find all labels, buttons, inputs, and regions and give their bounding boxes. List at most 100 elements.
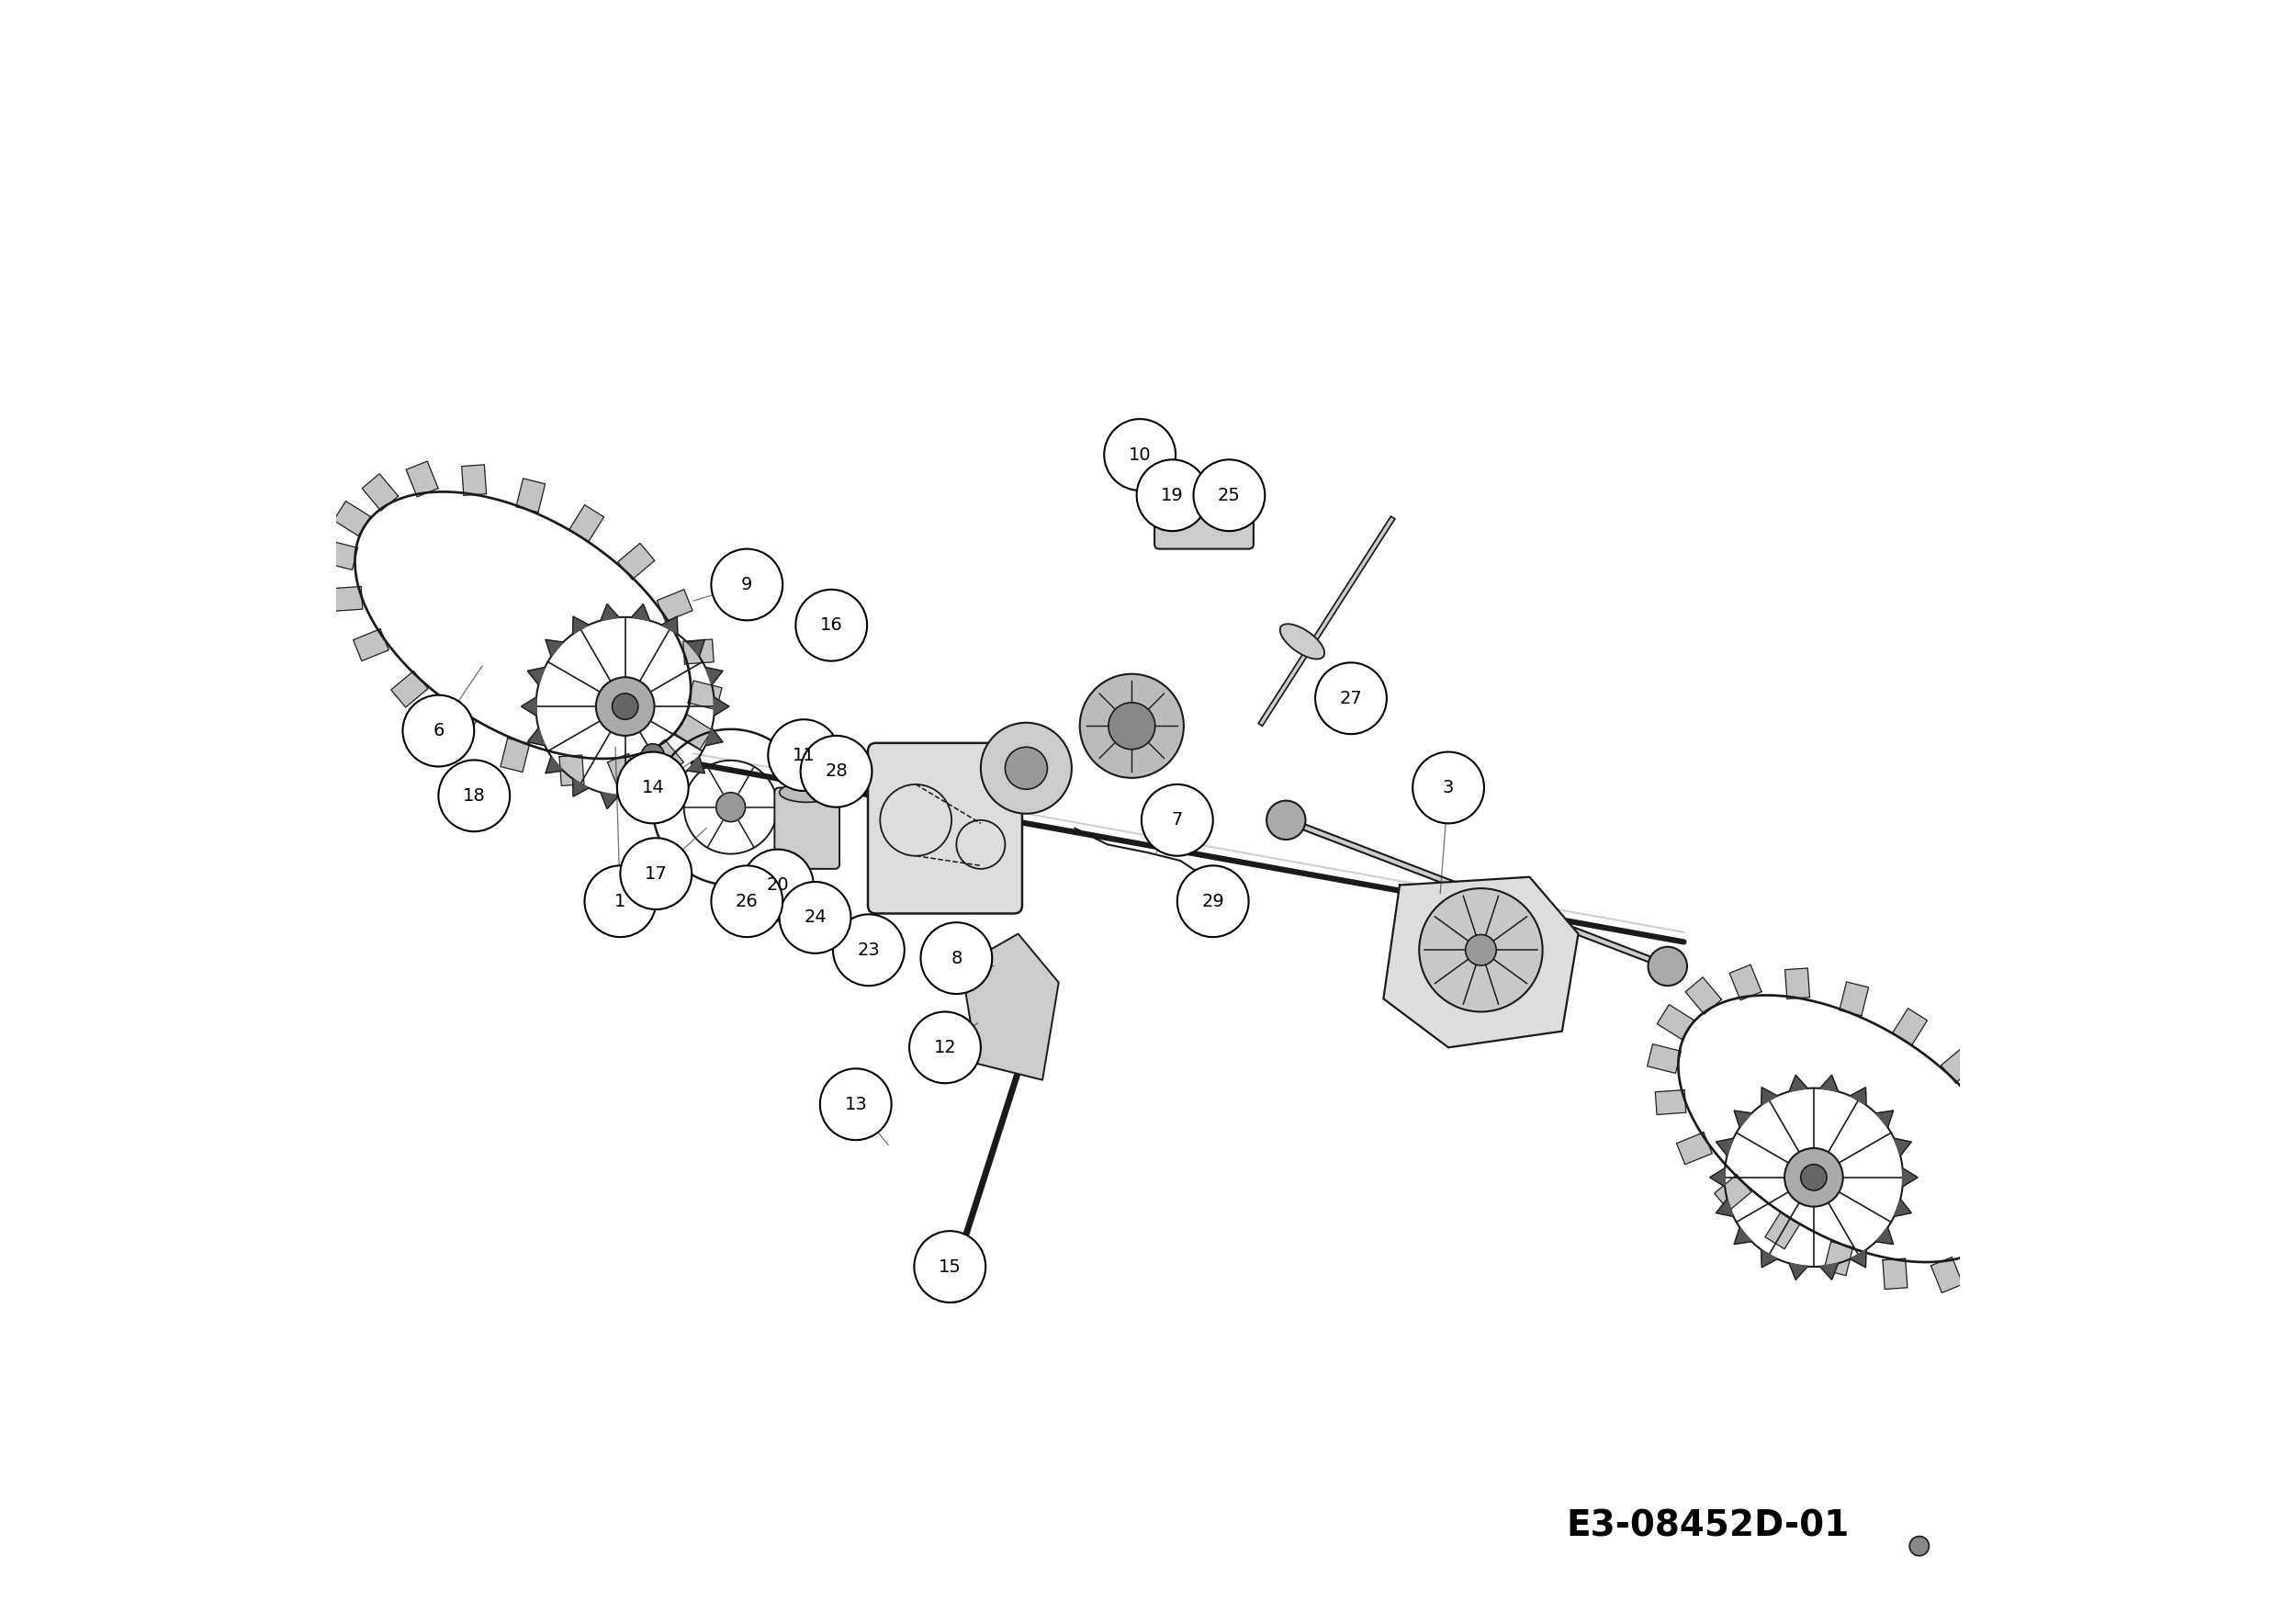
Polygon shape (602, 604, 620, 620)
Polygon shape (1931, 1257, 1963, 1293)
Text: E3-08452D-01: E3-08452D-01 (1566, 1509, 1851, 1544)
Polygon shape (1876, 1111, 1894, 1127)
Circle shape (585, 866, 657, 937)
Polygon shape (1676, 1132, 1713, 1164)
Circle shape (597, 677, 654, 736)
Polygon shape (1761, 1088, 1777, 1106)
Circle shape (618, 752, 689, 823)
Polygon shape (962, 934, 1058, 1080)
Circle shape (980, 723, 1072, 814)
Text: 6: 6 (432, 723, 443, 739)
Polygon shape (1970, 1242, 2007, 1280)
Polygon shape (705, 728, 723, 745)
Circle shape (613, 693, 638, 719)
Polygon shape (689, 680, 721, 710)
Polygon shape (1715, 1138, 1733, 1156)
Polygon shape (572, 778, 588, 796)
Text: 12: 12 (934, 1039, 957, 1056)
Polygon shape (1685, 978, 1722, 1015)
Circle shape (1910, 1536, 1929, 1556)
Text: 27: 27 (1339, 690, 1362, 706)
Ellipse shape (778, 783, 836, 802)
Polygon shape (631, 604, 650, 620)
Ellipse shape (1329, 672, 1373, 708)
Circle shape (1649, 947, 1688, 986)
Text: 7: 7 (1171, 812, 1182, 828)
Circle shape (1006, 747, 1047, 789)
Circle shape (712, 866, 783, 937)
Polygon shape (1733, 1228, 1752, 1244)
Circle shape (939, 1273, 969, 1302)
Text: 18: 18 (464, 788, 484, 804)
Polygon shape (1729, 965, 1761, 1000)
Circle shape (742, 849, 813, 921)
Polygon shape (1384, 877, 1577, 1047)
Circle shape (1079, 674, 1185, 778)
Circle shape (914, 1231, 985, 1302)
Polygon shape (2011, 1184, 2046, 1213)
Polygon shape (682, 640, 714, 664)
Polygon shape (647, 739, 684, 776)
Polygon shape (1646, 1044, 1681, 1073)
Circle shape (1267, 801, 1306, 840)
Polygon shape (1715, 1199, 1733, 1216)
Polygon shape (608, 754, 641, 789)
Polygon shape (618, 542, 654, 580)
Polygon shape (1821, 1263, 1839, 1280)
Circle shape (439, 760, 510, 831)
Polygon shape (657, 590, 693, 622)
Polygon shape (1894, 1138, 1910, 1156)
Polygon shape (687, 757, 705, 773)
Polygon shape (1789, 1263, 1807, 1280)
Text: 20: 20 (767, 877, 790, 893)
Polygon shape (521, 697, 537, 716)
Text: 23: 23 (856, 942, 879, 958)
Polygon shape (1851, 1249, 1867, 1267)
Polygon shape (1876, 1228, 1894, 1244)
Polygon shape (324, 541, 358, 570)
Polygon shape (354, 628, 388, 661)
Polygon shape (528, 728, 544, 745)
Circle shape (716, 793, 746, 822)
Polygon shape (441, 708, 478, 745)
Polygon shape (1839, 983, 1869, 1015)
Circle shape (1141, 784, 1212, 856)
Text: 29: 29 (1201, 893, 1224, 909)
Polygon shape (546, 640, 563, 656)
Polygon shape (1711, 1168, 1724, 1187)
FancyBboxPatch shape (774, 788, 840, 869)
Polygon shape (1851, 1088, 1867, 1106)
Polygon shape (661, 617, 677, 635)
Ellipse shape (1279, 624, 1325, 659)
Circle shape (921, 922, 992, 994)
Text: 15: 15 (939, 1259, 962, 1275)
Text: 28: 28 (824, 763, 847, 780)
Polygon shape (333, 502, 370, 536)
Polygon shape (714, 697, 730, 716)
Polygon shape (363, 474, 397, 512)
Text: 14: 14 (641, 780, 664, 796)
Polygon shape (1979, 1093, 2016, 1125)
Circle shape (1419, 888, 1543, 1012)
Polygon shape (1883, 1259, 1908, 1289)
Text: 19: 19 (1162, 487, 1185, 503)
Text: 26: 26 (735, 893, 758, 909)
Polygon shape (602, 793, 620, 809)
Circle shape (620, 838, 691, 909)
Text: 13: 13 (845, 1096, 868, 1112)
Circle shape (641, 744, 664, 767)
Polygon shape (687, 640, 705, 656)
Polygon shape (546, 757, 563, 773)
Text: 11: 11 (792, 747, 815, 763)
Circle shape (402, 695, 475, 767)
Polygon shape (1940, 1046, 1979, 1083)
Text: 17: 17 (645, 866, 668, 882)
Polygon shape (572, 617, 588, 635)
Polygon shape (1766, 1212, 1800, 1249)
Polygon shape (528, 667, 544, 685)
Text: 1: 1 (615, 893, 627, 909)
Polygon shape (1733, 1111, 1752, 1127)
Polygon shape (1715, 1174, 1752, 1212)
Circle shape (1137, 460, 1208, 531)
Polygon shape (1821, 1075, 1839, 1091)
